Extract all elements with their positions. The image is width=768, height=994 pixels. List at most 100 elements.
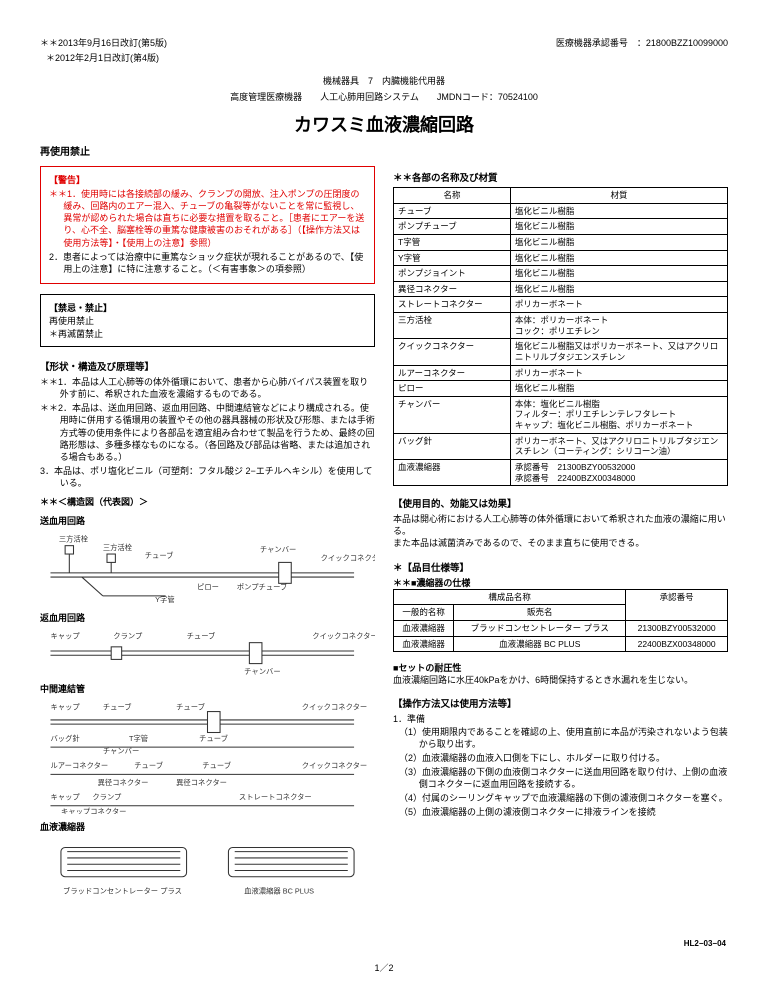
diagram-sub-1: 送血用回路 — [40, 514, 375, 527]
purpose-heading: 【使用目的、効能又は効果】 — [393, 496, 728, 510]
table-cell: 塩化ビニル樹脂又はポリカーボネート、又はアクリロニトリルブタジエンスチレン — [510, 339, 727, 365]
svg-text:チューブ: チューブ — [145, 551, 174, 560]
list-item: （4）付属のシーリングキャップで血液濃縮器の下側の濾液側コネクターを塞ぐ。 — [399, 792, 728, 804]
svg-text:クランプ: クランプ — [113, 631, 143, 640]
svg-text:チューブ: チューブ — [199, 734, 228, 743]
table-cell: ブラッドコンセントレーター プラス — [454, 620, 626, 636]
table-row: ポンプチューブ塩化ビニル樹脂 — [394, 219, 728, 235]
svg-text:チューブ: チューブ — [202, 761, 231, 770]
table-cell: ピロー — [394, 381, 511, 397]
table-row: 血液濃縮器ブラッドコンセントレーター プラス21300BZY00532000 — [394, 620, 728, 636]
operation-heading: 【操作方法又は使用方法等】 — [393, 696, 728, 710]
table-cell: 承認番号 21300BZY00532000 承認番号 22400BZX00348… — [510, 459, 727, 485]
diagram-concentrator: ブラッドコンセントレーター プラス 血液濃縮器 BC PLUS — [40, 837, 375, 900]
svg-text:T字管: T字管 — [129, 734, 148, 743]
revision-line-1: ＊＊2013年9月16日改訂(第5版) — [40, 36, 167, 49]
approval-value: 21800BZZ10099000 — [646, 38, 728, 48]
left-column: 【警告】 ＊＊1．使用時には各接続部の緩み、クランプの開放、注入ポンプの圧閉度の… — [40, 166, 375, 906]
svg-text:チューブ: チューブ — [187, 631, 216, 640]
svg-text:キャップ: キャップ — [50, 631, 80, 640]
diagram-sub-3: 中間連結管 — [40, 682, 375, 695]
svg-text:異径コネクター: 異径コネクター — [98, 778, 149, 787]
materials-table: 名称 材質 チューブ塩化ビニル樹脂ポンプチューブ塩化ビニル樹脂T字管塩化ビニル樹… — [393, 187, 728, 486]
right-column: ＊＊各部の名称及び材質 名称 材質 チューブ塩化ビニル樹脂ポンプチューブ塩化ビニ… — [393, 166, 728, 906]
diagram-sub-2: 返血用回路 — [40, 611, 375, 624]
caution-heading: 【禁忌・禁止】 — [49, 301, 366, 314]
spec-h2: 承認番号 — [626, 589, 728, 620]
spec-heading: ＊【品目仕様等】 — [393, 560, 728, 574]
shape-item-1: ＊＊1．本品は人工心肺等の体外循環において、患者から心肺バイパス装置を取り外す前… — [40, 376, 375, 400]
table-cell: 異径コネクター — [394, 281, 511, 297]
svg-text:三方活栓: 三方活栓 — [103, 543, 133, 552]
svg-text:クイックコネクター: クイックコネクター — [302, 761, 368, 770]
warning-heading: 【警告】 — [49, 173, 366, 186]
warning-box: 【警告】 ＊＊1．使用時には各接続部の緩み、クランプの開放、注入ポンプの圧閉度の… — [40, 166, 375, 284]
table-cell: 塩化ビニル樹脂 — [510, 381, 727, 397]
table-cell: 血液濃縮器 — [394, 636, 454, 652]
svg-text:ピロー: ピロー — [197, 583, 219, 592]
shape-item-2: ＊＊2．本品は、送血用回路、返血用回路、中間連結管などにより構成される。使用時に… — [40, 402, 375, 463]
table-cell: ルアーコネクター — [394, 365, 511, 381]
svg-text:クランプ: クランプ — [92, 792, 122, 801]
table-row: ピロー塩化ビニル樹脂 — [394, 381, 728, 397]
table-cell: 塩化ビニル樹脂 — [510, 266, 727, 282]
pressure-text: 血液濃縮回路に水圧40kPaをかけ、6時間保持するとき水漏れを生じない。 — [393, 674, 728, 686]
table-row: 異径コネクター塩化ビニル樹脂 — [394, 281, 728, 297]
svg-text:キャップ: キャップ — [50, 702, 80, 711]
device-class-2: 高度管理医療機器 人工心肺用回路システム JMDNコード：70524100 — [40, 90, 728, 103]
table-row: ポンプジョイント塩化ビニル樹脂 — [394, 266, 728, 282]
table-row: ルアーコネクターポリカーボネート — [394, 365, 728, 381]
table-cell: チャンバー — [394, 396, 511, 433]
svg-text:ブラッドコンセントレーター プラス: ブラッドコンセントレーター プラス — [63, 886, 182, 895]
table-cell: 本体：塩化ビニル樹脂 フィルター：ポリエチレンテレフタレート キャップ：塩化ビニ… — [510, 396, 727, 433]
svg-text:チャンバー: チャンバー — [103, 746, 140, 755]
table-cell: チューブ — [394, 203, 511, 219]
table-cell: 塩化ビニル樹脂 — [510, 234, 727, 250]
approval-label: 医療機器承認番号 ： — [556, 38, 646, 48]
shape-item-3: 3．本品は、ポリ塩化ビニル（可塑剤：フタル酸ジ 2−エチルヘキシル）を使用してい… — [40, 465, 375, 489]
warning-item-2: 2．患者によっては治療中に重篤なショック症状が現れることがあるので、【使用上の注… — [49, 251, 366, 275]
caution-line-1: 再使用禁止 — [49, 314, 366, 327]
table-cell: T字管 — [394, 234, 511, 250]
svg-text:クイックコネクター: クイックコネクター — [321, 554, 375, 563]
table-cell: 本体：ポリカーボネート コック：ポリエチレン — [510, 313, 727, 339]
device-class-1: 機械器具 7 内臓機能代用器 — [40, 74, 728, 87]
svg-text:チューブ: チューブ — [134, 761, 163, 770]
spec-table: 構成品名称 承認番号 一般的名称 販売名 血液濃縮器ブラッドコンセントレーター … — [393, 589, 728, 653]
spec-h1: 構成品名称 — [394, 589, 626, 605]
shape-heading: 【形状・構造及び原理等】 — [40, 359, 375, 373]
svg-text:チューブ: チューブ — [103, 702, 132, 711]
svg-text:キャップコネクター: キャップコネクター — [61, 807, 127, 814]
table-row: 三方活栓本体：ポリカーボネート コック：ポリエチレン — [394, 313, 728, 339]
purpose-text-2: また本品は滅菌済みであるので、そのまま直ちに使用できる。 — [393, 537, 728, 549]
spec-subhead: ＊＊■濃縮器の仕様 — [393, 577, 728, 589]
svg-text:キャップ: キャップ — [50, 792, 80, 801]
svg-text:血液濃縮器 BC PLUS: 血液濃縮器 BC PLUS — [244, 886, 314, 895]
list-item: （2）血液濃縮器の血液入口側を下にし、ホルダーに取り付ける。 — [399, 752, 728, 764]
table-row: 血液濃縮器承認番号 21300BZY00532000 承認番号 22400BZX… — [394, 459, 728, 485]
table-row: ストレートコネクターポリカーボネート — [394, 297, 728, 313]
operation-sub: 1．準備 — [393, 713, 728, 725]
page-number: 1／2 — [374, 961, 393, 974]
list-item: （5）血液濃縮器の上側の濾液側コネクターに排液ラインを接続 — [399, 806, 728, 818]
table-cell: 血液濃縮器 BC PLUS — [454, 636, 626, 652]
table-cell: 三方活栓 — [394, 313, 511, 339]
mat-col-1: 名称 — [394, 188, 511, 204]
mat-col-2: 材質 — [510, 188, 727, 204]
diagram-middle-tube: キャップ チューブ チューブ クイックコネクター バッグ針 T字管 チャンバー … — [40, 699, 375, 814]
list-item: （3）血液濃縮器の下側の血液側コネクターに送血用回路を取り付け、上側の血液側コネ… — [399, 766, 728, 790]
table-cell: ストレートコネクター — [394, 297, 511, 313]
svg-text:ストレートコネクター: ストレートコネクター — [239, 792, 312, 801]
caution-box: 【禁忌・禁止】 再使用禁止 ＊再滅菌禁止 — [40, 294, 375, 347]
table-row: Y字管塩化ビニル樹脂 — [394, 250, 728, 266]
table-cell: 血液濃縮器 — [394, 459, 511, 485]
table-cell: ポンプチューブ — [394, 219, 511, 235]
table-row: バッグ針ポリカーボネート、又はアクリロニトリルブタジエンスチレン（コーティング：… — [394, 433, 728, 459]
diagram-sub-4: 血液濃縮器 — [40, 820, 375, 833]
svg-text:チャンバー: チャンバー — [244, 667, 281, 676]
caution-line-2: ＊再滅菌禁止 — [49, 327, 366, 340]
svg-text:クイックコネクター: クイックコネクター — [312, 631, 375, 640]
table-row: クイックコネクター塩化ビニル樹脂又はポリカーボネート、又はアクリロニトリルブタジ… — [394, 339, 728, 365]
reuse-prohibition: 再使用禁止 — [40, 143, 728, 158]
table-cell: クイックコネクター — [394, 339, 511, 365]
